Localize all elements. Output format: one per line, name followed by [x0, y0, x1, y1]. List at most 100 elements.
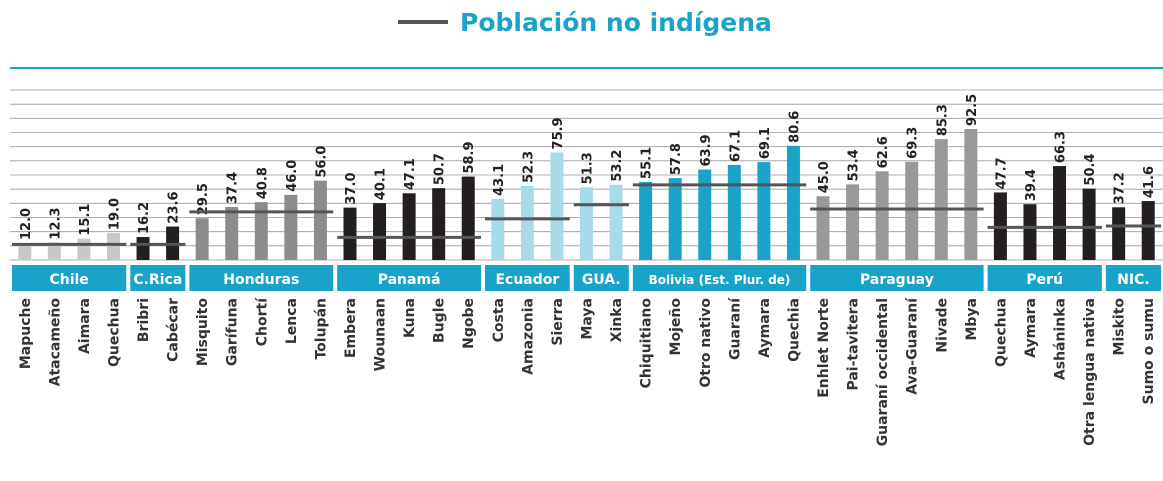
- bar: [313, 180, 327, 260]
- bar: [668, 178, 682, 260]
- bar: [106, 233, 120, 260]
- value-label: 37.2: [1113, 172, 1128, 204]
- category-label: Garífuna: [225, 298, 241, 366]
- value-label: 51.3: [581, 152, 596, 184]
- value-label: 69.1: [758, 127, 773, 159]
- bar: [254, 202, 268, 260]
- bar: [964, 128, 978, 260]
- value-label: 50.4: [1083, 154, 1098, 186]
- value-label: 53.2: [610, 150, 625, 182]
- bar: [816, 196, 830, 260]
- value-label: 92.5: [965, 94, 980, 126]
- value-label: 12.3: [48, 207, 63, 239]
- country-band: [573, 265, 629, 291]
- category-label: Otra lengua nativa: [1082, 298, 1098, 446]
- value-label: 55.1: [640, 147, 655, 179]
- value-label: 57.8: [669, 143, 684, 175]
- country-label: Paraguay: [860, 272, 934, 288]
- bar: [136, 237, 150, 260]
- bar: [195, 218, 209, 260]
- category-label: Maya: [580, 298, 596, 340]
- category-label: Bugle: [432, 298, 448, 343]
- bar: [934, 139, 948, 260]
- value-label: 58.9: [462, 141, 477, 173]
- category-label: Ngobe: [461, 298, 477, 349]
- category-label: Quechia: [786, 298, 802, 362]
- bar: [1023, 204, 1037, 260]
- category-label: Cabécar: [166, 298, 182, 362]
- category-label: Pai-tavitera: [846, 298, 862, 391]
- country-label: NIC.: [1117, 272, 1150, 288]
- bar: [1053, 166, 1067, 260]
- country-band: [12, 265, 127, 291]
- value-label: 45.0: [817, 161, 832, 193]
- bar: [875, 171, 889, 260]
- category-label: Mbya: [964, 298, 980, 341]
- category-label: Chortí: [254, 297, 270, 346]
- bar: [402, 193, 416, 260]
- category-label: Aymara: [757, 298, 773, 358]
- category-label: Enhlet Norte: [816, 298, 832, 398]
- category-label: Ava-Guaraní: [905, 297, 921, 395]
- bar: [639, 181, 653, 260]
- category-label: Asháninka: [1053, 298, 1069, 380]
- category-label: Tolupán: [313, 298, 329, 360]
- country-band: [485, 265, 570, 291]
- bar: [343, 207, 357, 260]
- value-label: 63.9: [699, 134, 714, 166]
- value-label: 47.1: [403, 158, 418, 190]
- value-label: 80.6: [787, 111, 802, 143]
- bar: [461, 176, 475, 260]
- country-band: [987, 265, 1102, 291]
- value-label: 40.8: [255, 167, 270, 199]
- value-label: 19.0: [107, 198, 122, 230]
- category-label: Guaraní: [727, 297, 743, 360]
- category-label: Lenca: [284, 298, 300, 344]
- category-label: Quechua: [106, 298, 122, 367]
- value-label: 16.2: [137, 202, 152, 234]
- category-label: Bribri: [136, 298, 152, 342]
- category-label: Sumo o sumu: [1141, 298, 1157, 404]
- bar: [1112, 207, 1126, 260]
- country-label: Perú: [1026, 272, 1063, 288]
- value-label: 43.1: [492, 164, 507, 196]
- category-label: Wounaan: [373, 298, 389, 371]
- category-label: Atacameño: [47, 298, 63, 387]
- country-label: Bolivia (Est. Plur. de): [649, 273, 791, 287]
- value-label: 53.4: [847, 149, 862, 181]
- value-label: 37.0: [344, 173, 359, 205]
- country-label: GUA.: [582, 272, 621, 288]
- category-label: Quechua: [993, 298, 1009, 367]
- category-label: Costa: [491, 298, 507, 342]
- category-label: Sierra: [550, 298, 566, 346]
- category-label: Kuna: [402, 298, 418, 338]
- bar: [77, 238, 91, 260]
- category-label: Amazonia: [520, 298, 536, 375]
- bar: [609, 184, 623, 260]
- value-label: 75.9: [551, 117, 566, 149]
- category-label: Chiquitiano: [639, 298, 655, 389]
- bar: [727, 164, 741, 260]
- country-label: C.Rica: [133, 272, 182, 288]
- bar: [284, 194, 298, 260]
- bar: [786, 145, 800, 260]
- bar: [225, 207, 239, 260]
- value-label: 66.3: [1054, 131, 1069, 163]
- category-label: Mapuche: [18, 298, 34, 369]
- value-label: 69.3: [906, 127, 921, 159]
- category-label: Mojeño: [668, 298, 684, 356]
- country-label: Chile: [49, 272, 88, 288]
- country-band: [337, 265, 482, 291]
- bar: [1141, 201, 1155, 260]
- country-band: [130, 265, 186, 291]
- bar: [698, 169, 712, 260]
- country-band: [632, 265, 807, 291]
- value-label: 23.6: [167, 191, 182, 223]
- bar: [1082, 188, 1096, 260]
- category-label: Aymara: [1023, 298, 1039, 358]
- bar: [47, 242, 61, 260]
- category-label: Xinka: [609, 298, 625, 342]
- value-label: 62.6: [876, 136, 891, 168]
- country-band: [189, 265, 334, 291]
